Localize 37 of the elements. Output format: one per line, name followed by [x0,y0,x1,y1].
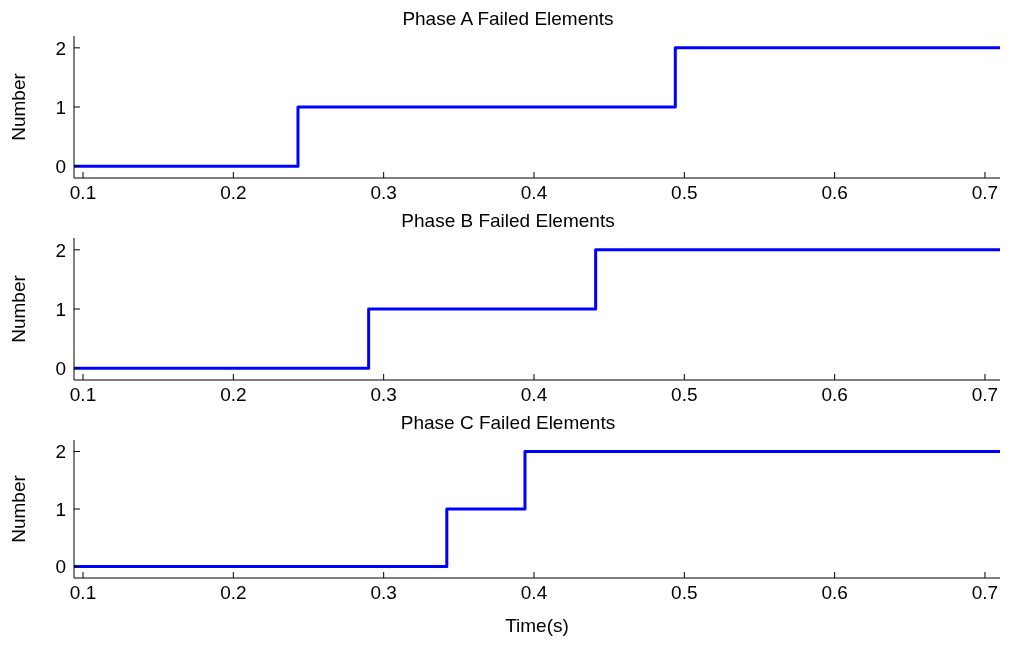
x-tick-label: 0.2 [220,384,247,406]
chart-title: Phase A Failed Elements [401,8,615,30]
y-tick-label: 0 [55,357,66,379]
x-tick-label: 0.1 [69,582,97,604]
y-tick-label: 1 [55,298,66,320]
x-tick-label: 0.3 [370,582,397,604]
x-tick-label: 0.2 [220,582,247,604]
y-axis-title: Number [7,72,29,141]
y-tick-label: 0 [55,556,66,578]
x-tick-label: 0.1 [69,384,97,406]
x-tick-label: 0.5 [671,384,698,406]
x-tick-label: 0.3 [370,384,397,406]
x-tick-label: 0.6 [821,582,848,604]
y-tick-label: 1 [55,96,66,118]
x-tick-label: 0.6 [821,384,848,406]
y-tick-label: 0 [55,155,66,177]
y-axis-title: Number [7,274,29,343]
x-axis-title: Time(s) [505,615,569,636]
x-tick-label: 0.5 [671,182,698,204]
chart-title: Phase B Failed Elements [400,210,616,232]
x-tick-label: 0.4 [520,582,548,604]
y-tick-label: 2 [55,441,66,463]
x-tick-label: 0.2 [220,182,247,204]
x-tick-label: 0.5 [671,582,698,604]
x-tick-label: 0.1 [69,182,97,204]
y-tick-label: 2 [55,239,66,261]
y-tick-label: 1 [55,498,66,520]
x-tick-label: 0.7 [971,384,999,406]
x-tick-label: 0.4 [520,182,548,204]
x-tick-label: 0.6 [821,182,848,204]
y-tick-label: 2 [55,37,66,59]
x-tick-label: 0.7 [971,582,999,604]
y-axis-title: Number [7,474,29,543]
x-tick-label: 0.4 [520,384,548,406]
x-tick-label: 0.7 [971,182,999,204]
chart-title: Phase C Failed Elements [399,412,617,434]
x-tick-label: 0.3 [370,182,397,204]
